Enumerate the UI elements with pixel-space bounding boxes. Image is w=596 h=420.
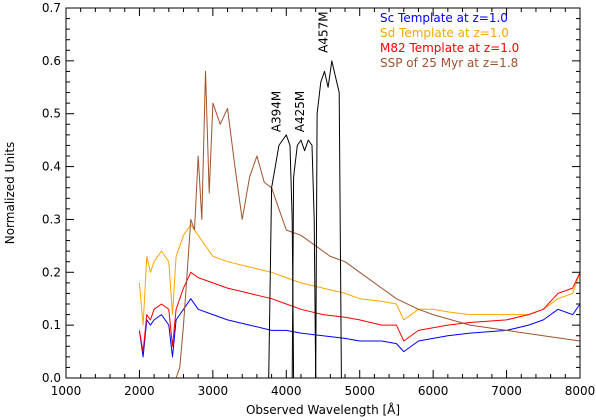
x-tick-label: 7000 (491, 384, 522, 398)
y-tick-label: 0.2 (42, 265, 61, 279)
y-tick-label: 0.0 (42, 371, 61, 385)
x-axis-label: Observed Wavelength [Å] (246, 402, 400, 417)
series-line-a394m (268, 134, 295, 379)
series-line-a457m (315, 60, 342, 379)
x-tick-label: 2000 (124, 384, 155, 398)
legend-entry: SSP of 25 Myr at z=1.8 (380, 56, 518, 70)
y-axis-label: Normalized Units (3, 142, 17, 245)
y-tick-label: 0.3 (42, 212, 61, 226)
x-tick-label: 8000 (565, 384, 596, 398)
x-tick-label: 4000 (271, 384, 302, 398)
filter-label: A425M (293, 91, 307, 132)
series-line-ssp-of-25-myr-at-z-1-8 (175, 70, 581, 379)
plot-frame (65, 7, 581, 379)
series-line-a425m (291, 139, 317, 379)
filter-label: A457M (316, 11, 330, 52)
legend-entry: Sc Template at z=1.0 (380, 11, 508, 25)
y-tick-label: 0.7 (42, 1, 61, 15)
legend-entry: Sd Template at z=1.0 (380, 26, 509, 40)
filter-label: A394M (269, 91, 283, 132)
y-tick-label: 0.4 (42, 160, 61, 174)
legend-entry: M82 Template at z=1.0 (380, 41, 519, 55)
series-line-m82-template-at-z-1-0 (138, 271, 581, 353)
series-line-sc-template-at-z-1-0 (138, 298, 581, 358)
plot-area: A394M A425M A457M (138, 11, 581, 379)
y-tick-label: 0.5 (42, 107, 61, 121)
series-line-sd-template-at-z-1-0 (138, 224, 581, 326)
y-tick-label: 0.1 (42, 318, 61, 332)
axes: 1000 2000 3000 4000 5000 6000 7000 8000 0.0 0.1 0.… (3, 1, 595, 417)
y-tick-label: 0.6 (42, 54, 61, 68)
x-tick-label: 6000 (418, 384, 449, 398)
legend: Sc Template at z=1.0Sd Template at z=1.0… (380, 11, 519, 70)
x-tick-label: 3000 (198, 384, 229, 398)
x-tick-label: 1000 (51, 384, 82, 398)
x-tick-label: 5000 (344, 384, 375, 398)
